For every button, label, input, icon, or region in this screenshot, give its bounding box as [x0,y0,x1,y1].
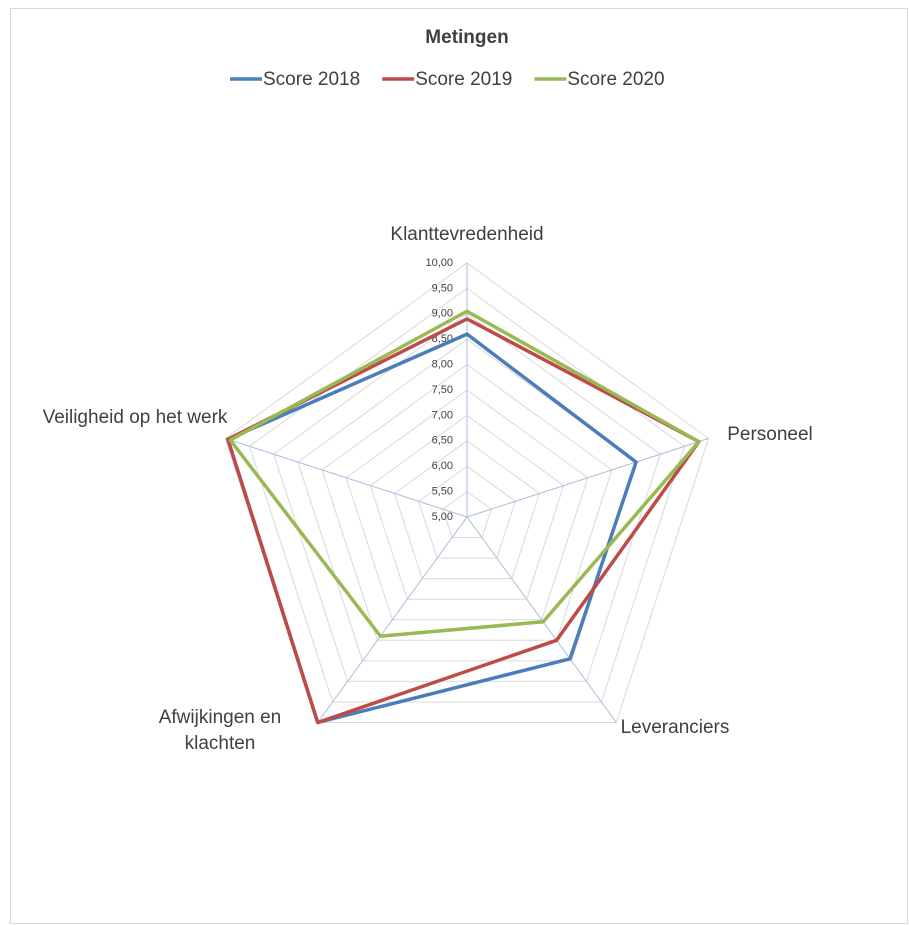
category-label: Veiligheid op het werk [42,407,228,428]
axis-spoke [466,516,617,723]
grid-line [249,287,685,703]
grid-line [369,414,565,600]
category-label-box: Leveranciers [620,717,730,738]
chart-area [10,8,908,924]
series-line [228,309,701,638]
grid-line [224,262,710,723]
axis-spoke [225,438,468,518]
grid-line [345,389,589,621]
y-tick-label: 9,50 [432,282,453,294]
category-label: Afwijkingen en klachten [158,707,282,754]
category-label-box: Personeel [727,424,813,445]
legend-label: Score 2018 [263,69,360,90]
grid-line [273,313,661,682]
grid-line [393,440,541,580]
y-tick-label: 7,00 [432,409,453,421]
y-tick-label: 8,00 [432,359,453,371]
y-tick-label: 6,50 [432,435,453,447]
category-label-box: Veiligheid op het werk [42,407,228,428]
grid-line [418,465,516,559]
y-tick-label: 6,00 [432,460,453,472]
y-tick-label: 7,50 [432,384,453,396]
y-tick-label: 5,50 [432,486,453,498]
legend-label: Score 2019 [415,69,512,90]
y-tick-label: 9,00 [432,308,453,320]
category-label-box: Klanttevredenheid [390,224,544,245]
category-label-box: Afwijkingen en klachten [158,707,282,754]
axis-spoke [466,438,709,518]
category-label: Personeel [727,424,813,445]
axis-spoke [317,516,468,723]
category-label: Leveranciers [620,717,730,738]
series-line [226,332,638,725]
grid-line [442,490,492,539]
grid-line [321,363,613,641]
y-tick-label: 5,00 [432,511,453,523]
y-tick-label: 10,00 [425,257,453,269]
category-label: Klanttevredenheid [390,224,544,245]
legend-label: Score 2020 [567,69,664,90]
chart-title: Metingen [425,27,508,48]
